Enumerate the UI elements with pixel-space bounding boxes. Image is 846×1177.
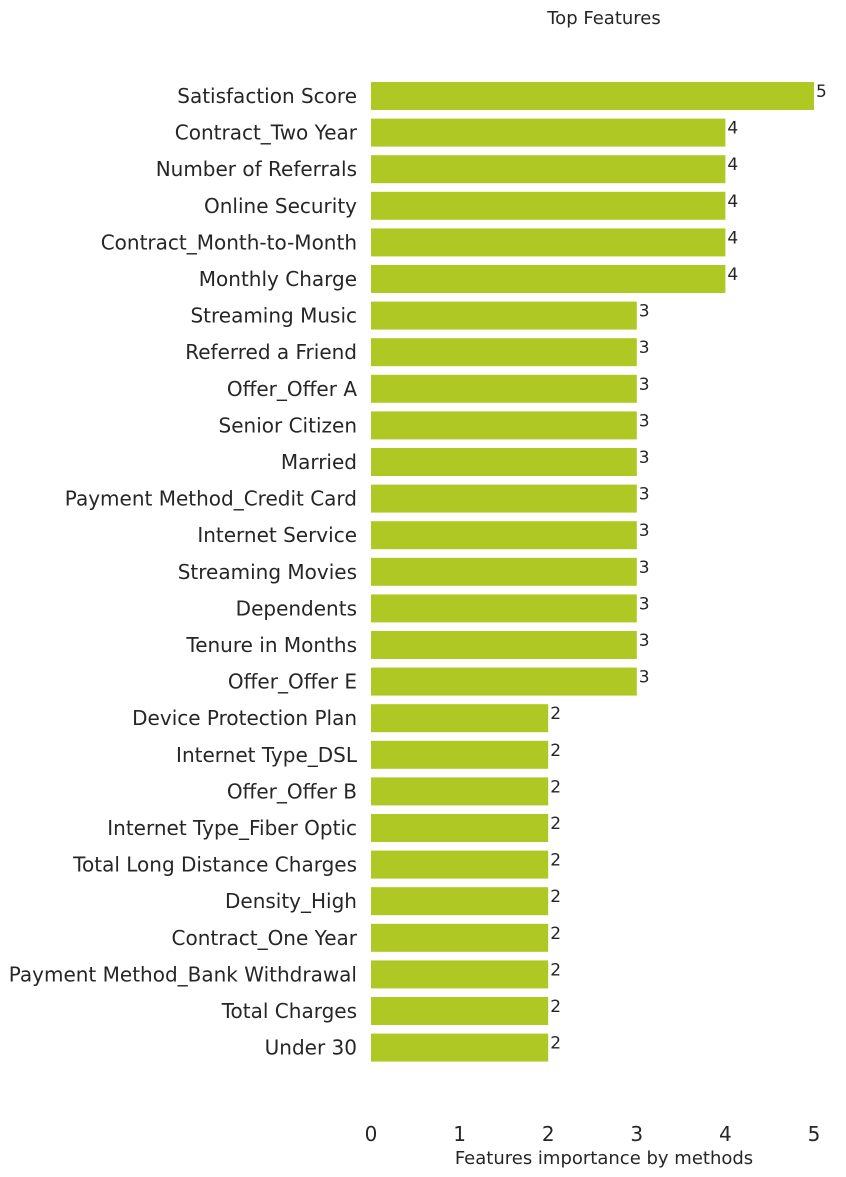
bar-internet-type-fiber-optic: [371, 814, 549, 842]
x-tick-3: 3: [630, 1122, 643, 1146]
value-label-number-of-referrals: 4: [727, 155, 738, 175]
value-label-contract-two-year: 4: [727, 119, 738, 139]
value-label-dependents: 3: [639, 594, 650, 614]
bar-monthly-charge: [371, 265, 726, 293]
category-label-streaming-music: Streaming Music: [190, 304, 357, 328]
value-label-satisfaction-score: 5: [816, 82, 827, 102]
category-label-under-30: Under 30: [265, 1036, 357, 1060]
value-label-offer-offer-e: 3: [639, 668, 650, 688]
category-label-payment-method-credit-card: Payment Method_Credit Card: [65, 487, 357, 511]
category-label-payment-method-bank-withdrawal: Payment Method_Bank Withdrawal: [9, 962, 357, 986]
value-label-married: 3: [639, 448, 650, 468]
bar-number-of-referrals: [371, 155, 726, 184]
value-label-offer-offer-a: 3: [639, 375, 650, 395]
category-label-tenure-in-months: Tenure in Months: [185, 633, 357, 657]
bar-contract-month-to-month: [371, 228, 726, 257]
category-label-contract-two-year: Contract_Two Year: [175, 121, 358, 145]
bar-dependents: [371, 594, 637, 623]
value-label-contract-month-to-month: 4: [727, 228, 738, 248]
category-label-streaming-movies: Streaming Movies: [178, 560, 357, 584]
category-label-dependents: Dependents: [236, 596, 357, 620]
category-label-married: Married: [281, 450, 357, 474]
value-label-referred-a-friend: 3: [639, 338, 650, 358]
chart-title: Top Features: [546, 8, 661, 29]
x-tick-5: 5: [808, 1122, 821, 1146]
bar-married: [371, 448, 637, 476]
bar-density-high: [371, 887, 549, 916]
category-label-contract-one-year: Contract_One Year: [172, 926, 358, 950]
value-label-total-charges: 2: [550, 997, 561, 1017]
x-tick-0: 0: [365, 1122, 378, 1146]
bar-contract-two-year: [371, 118, 726, 147]
bar-payment-method-bank-withdrawal: [371, 960, 549, 989]
value-label-contract-one-year: 2: [550, 924, 561, 944]
bar-device-protection-plan: [371, 704, 549, 733]
value-label-internet-type-dsl: 2: [550, 741, 561, 761]
bar-offer-offer-a: [371, 374, 637, 403]
value-label-under-30: 2: [550, 1034, 561, 1054]
value-label-internet-type-fiber-optic: 2: [550, 814, 561, 834]
value-label-monthly-charge: 4: [727, 265, 738, 285]
category-label-offer-offer-a: Offer_Offer A: [227, 377, 357, 401]
bar-offer-offer-b: [371, 777, 549, 806]
x-axis-label: Features importance by methods: [455, 1148, 753, 1169]
bar-total-long-distance-charges: [371, 850, 549, 879]
category-label-internet-type-dsl: Internet Type_DSL: [176, 743, 358, 767]
category-label-offer-offer-b: Offer_Offer B: [227, 779, 357, 803]
bar-payment-method-credit-card: [371, 484, 637, 513]
bar-satisfaction-score: [371, 82, 814, 110]
category-label-device-protection-plan: Device Protection Plan: [132, 706, 357, 730]
value-label-offer-offer-b: 2: [550, 777, 561, 797]
bar-online-security: [371, 191, 726, 220]
bar-referred-a-friend: [371, 338, 637, 367]
category-label-number-of-referrals: Number of Referrals: [156, 157, 357, 181]
value-label-total-long-distance-charges: 2: [550, 851, 561, 871]
value-label-payment-method-bank-withdrawal: 2: [550, 960, 561, 980]
value-label-senior-citizen: 3: [639, 411, 650, 431]
category-labels-group: Satisfaction Score Contract_Two Year Numbe…: [9, 84, 358, 1060]
value-label-streaming-music: 3: [639, 302, 650, 322]
bar-contract-one-year: [371, 923, 549, 952]
x-axis-ticks-group: 0 1 2 3 4 5: [365, 1122, 821, 1146]
bar-senior-citizen: [371, 411, 637, 440]
category-label-internet-type-fiber-optic: Internet Type_Fiber Optic: [107, 816, 357, 840]
bar-under-30: [371, 1033, 549, 1062]
x-tick-2: 2: [542, 1122, 555, 1146]
bar-streaming-music: [371, 301, 637, 330]
bar-offer-offer-e: [371, 667, 637, 696]
value-label-density-high: 2: [550, 887, 561, 907]
bar-tenure-in-months: [371, 631, 637, 659]
category-label-density-high: Density_High: [225, 889, 357, 913]
category-label-total-charges: Total Charges: [221, 999, 357, 1023]
x-tick-4: 4: [719, 1122, 732, 1146]
value-label-payment-method-credit-card: 3: [639, 485, 650, 505]
x-tick-1: 1: [453, 1122, 466, 1146]
category-label-online-security: Online Security: [204, 194, 357, 218]
bar-streaming-movies: [371, 557, 637, 586]
value-label-online-security: 4: [727, 192, 738, 212]
value-label-device-protection-plan: 2: [550, 704, 561, 724]
value-label-streaming-movies: 3: [639, 558, 650, 578]
category-label-referred-a-friend: Referred a Friend: [185, 340, 357, 364]
category-label-satisfaction-score: Satisfaction Score: [177, 84, 357, 108]
bar-internet-service: [371, 521, 637, 550]
category-label-total-long-distance-charges: Total Long Distance Charges: [72, 853, 357, 877]
value-labels-group: 5 4 4 4 4 4 3 3 3 3 3 3 3 3 3 3 3 2 2 2 2 2 2 2 2 2 2: [550, 82, 827, 1054]
bars-group: [371, 82, 814, 1062]
bar-internet-type-dsl: [371, 740, 549, 769]
bar-total-charges: [371, 997, 549, 1025]
category-label-senior-citizen: Senior Citizen: [219, 413, 357, 437]
value-label-tenure-in-months: 3: [639, 631, 650, 651]
category-label-contract-month-to-month: Contract_Month-to-Month: [101, 230, 357, 254]
category-label-offer-offer-e: Offer_Offer E: [228, 670, 357, 694]
value-label-internet-service: 3: [639, 521, 650, 541]
category-label-internet-service: Internet Service: [197, 523, 357, 547]
category-label-monthly-charge: Monthly Charge: [199, 267, 357, 291]
